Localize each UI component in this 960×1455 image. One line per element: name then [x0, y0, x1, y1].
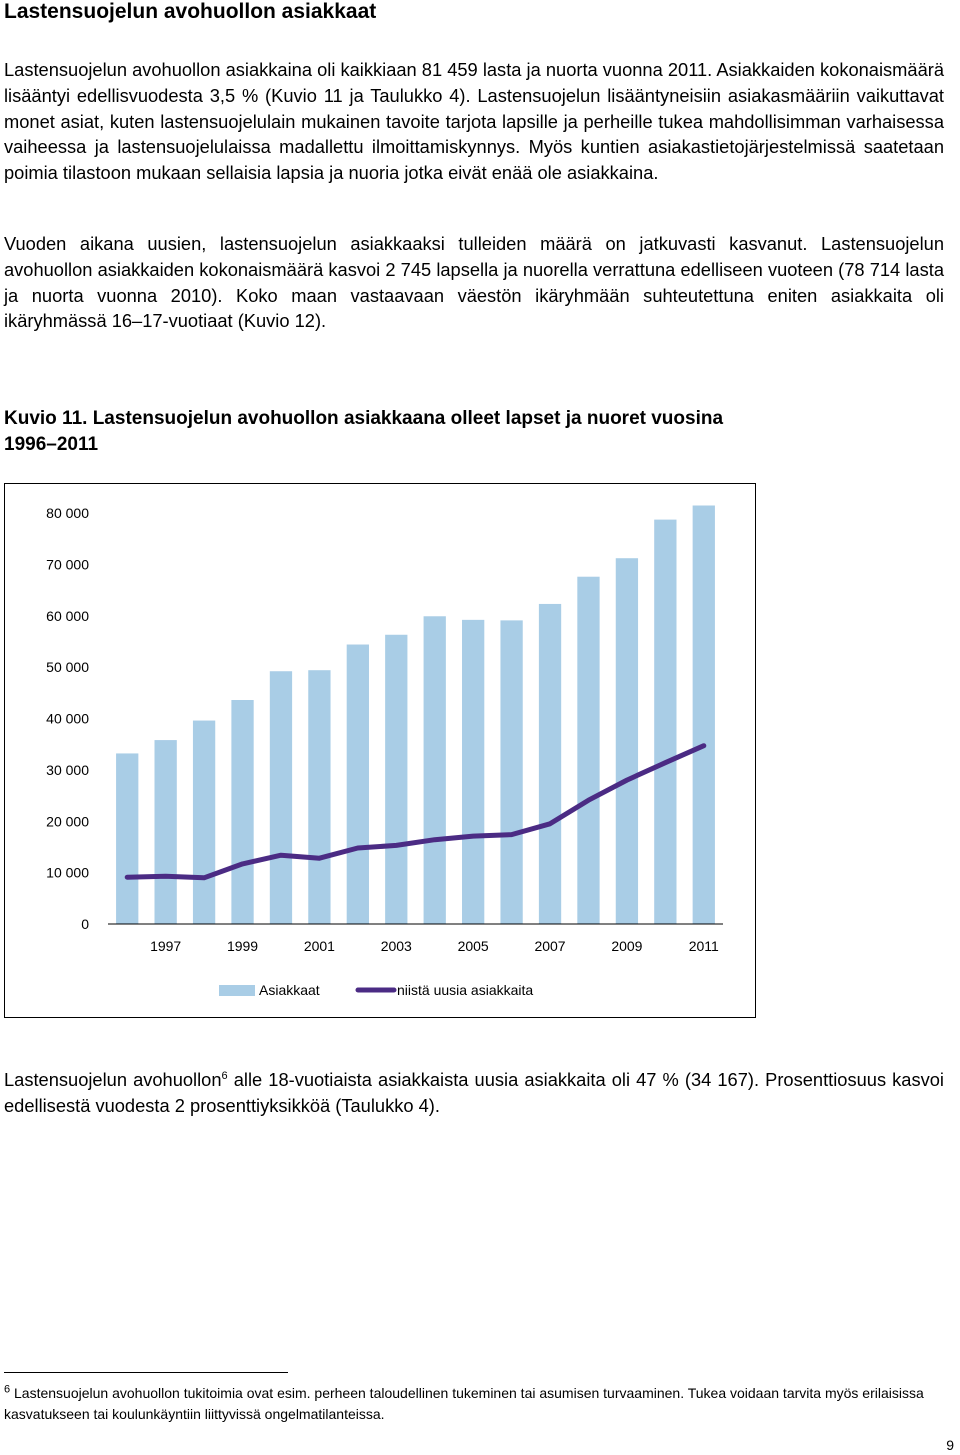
chart-canvas: 0 10 000 20 000 30 000 40 000 50 000 60 000 70 …: [46, 505, 723, 998]
bar-2008: [577, 576, 600, 924]
y-tick-label: 50 000: [46, 659, 89, 675]
x-tick-label: 2003: [381, 938, 412, 954]
bar-2000: [269, 671, 293, 924]
y-tick-label: 0: [81, 916, 89, 932]
figure-caption: Kuvio 11. Lastensuojelun avohuollon asia…: [4, 406, 904, 458]
y-tick-label: 10 000: [46, 865, 89, 881]
bar-1997: [154, 740, 177, 924]
bar-2010: [654, 519, 677, 924]
bar-1999: [231, 700, 254, 924]
legend: Asiakkaat niistä uusia asiakkaita: [219, 982, 533, 998]
legend-label-asiakkaat: Asiakkaat: [259, 982, 320, 998]
line-series-uusia-asiakkaita: [124, 743, 707, 881]
footnote-text: Lastensuojelun avohuollon tukitoimia ova…: [4, 1385, 924, 1422]
chart-frame: 0 10 000 20 000 30 000 40 000 50 000 60 000 70 …: [4, 483, 756, 1018]
figure-caption-line2: 1996–2011: [4, 434, 99, 455]
legend-swatch-asiakkaat: [219, 985, 255, 996]
x-tick-label: 2001: [304, 938, 335, 954]
y-tick-label: 80 000: [46, 505, 89, 521]
bar-2004: [423, 616, 446, 924]
legend-label-uusia-asiakkaita: niistä uusia asiakkaita: [397, 982, 533, 998]
paragraph-new-clients-start: Lastensuojelun avohuollon: [4, 1069, 222, 1090]
page-heading: Lastensuojelun avohuollon asiakkaat: [4, 0, 377, 23]
bar-2005: [462, 619, 485, 924]
bar-series-asiakkaat: [116, 505, 715, 924]
bar-2003: [385, 634, 408, 924]
bar-2009: [615, 558, 639, 924]
footnote-divider: [4, 1372, 288, 1373]
bar-1998: [192, 720, 216, 924]
figure-caption-line1: Kuvio 11. Lastensuojelun avohuollon asia…: [4, 408, 724, 429]
x-tick-label: 2005: [458, 938, 489, 954]
footnote: 6 Lastensuojelun avohuollon tukitoimia o…: [4, 1383, 944, 1425]
y-tick-label: 70 000: [46, 556, 89, 572]
page-number: 9: [946, 1437, 954, 1453]
y-axis-ticks: 0 10 000 20 000 30 000 40 000 50 000 60 000 70 …: [46, 505, 89, 932]
bar-1996: [116, 753, 139, 924]
footnote-number: 6: [4, 1383, 11, 1396]
bar-2007: [538, 603, 562, 924]
y-tick-label: 60 000: [46, 608, 89, 624]
footnote-ref: 6: [221, 1069, 228, 1082]
y-tick-label: 20 000: [46, 813, 89, 829]
bar-2002: [346, 644, 369, 924]
x-tick-label: 2009: [611, 938, 642, 954]
paragraph-growth: Vuoden aikana uusien, lastensuojelun asi…: [4, 233, 944, 332]
x-tick-label: 2007: [534, 938, 565, 954]
x-tick-label: 1997: [150, 938, 181, 954]
paragraph-new-clients: Lastensuojelun avohuollon6 alle 18-vuoti…: [4, 1067, 944, 1119]
bar-2001: [308, 670, 331, 924]
bar-2011: [692, 505, 715, 924]
bar-2006: [500, 620, 523, 924]
x-axis-ticks: 1997 1999 2001 2003 2005 2007 2009 2011: [150, 938, 719, 954]
paragraph-new-clients-rest: alle 18-vuotiaista asiakkaista uusia asi…: [4, 1069, 944, 1116]
x-tick-label: 1999: [227, 938, 258, 954]
x-tick-label: 2011: [689, 938, 719, 954]
y-tick-label: 30 000: [46, 762, 89, 778]
y-tick-label: 40 000: [46, 711, 89, 727]
paragraph-intro: Lastensuojelun avohuollon asiakkaina oli…: [4, 59, 944, 184]
